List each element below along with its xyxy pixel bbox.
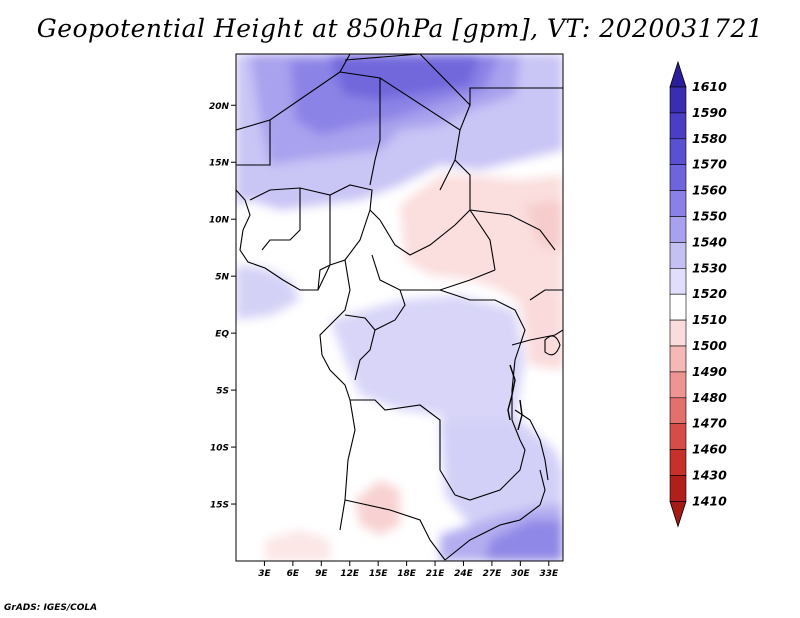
lat-tick-label: 20N	[209, 102, 230, 112]
colorbar-label: 1540	[692, 234, 727, 249]
lat-tick-label: 15S	[210, 501, 229, 511]
colorbar-label: 1550	[692, 209, 727, 224]
colorbar-label: 1410	[692, 493, 727, 508]
lat-tick-label: 10N	[209, 216, 230, 226]
colorbar-segment	[669, 112, 687, 140]
lon-tick-label: 15E	[369, 569, 389, 579]
colorbar-top-arrow	[669, 60, 687, 88]
colorbar-segment	[669, 397, 687, 424]
colorbar-label: 1570	[692, 157, 727, 172]
colorbar-segment	[669, 449, 687, 476]
field-north-1560	[330, 54, 480, 100]
lon-tick-label: 21E	[426, 569, 446, 579]
colorbar-label: 1500	[692, 338, 727, 353]
colorbar-segment	[669, 216, 687, 243]
lon-tick-label: 33E	[539, 569, 559, 579]
colorbar-segment	[669, 86, 687, 114]
colorbar-bottom-arrow	[669, 500, 687, 528]
lon-tick-label: 9E	[315, 569, 328, 579]
latitude-axis: 20N 15N 10N 5N EQ 5S 10S 15S	[209, 102, 236, 511]
lon-tick-label: 30E	[511, 569, 531, 579]
field-northeast-1490	[525, 200, 563, 250]
field-southeast-1530	[440, 420, 563, 525]
colorbar-segment	[669, 319, 687, 347]
lon-tick-label: 27E	[483, 569, 503, 579]
lon-tick-label: 12E	[340, 569, 360, 579]
colorbar-label: 1590	[692, 105, 727, 120]
colorbar-label: 1480	[692, 390, 727, 405]
colorbar-segment	[669, 138, 687, 166]
lon-tick-label: 18E	[397, 569, 417, 579]
colorbar-label: 1470	[692, 416, 727, 431]
map-frame	[235, 53, 564, 562]
field-southwest-1500	[265, 530, 330, 561]
lat-tick-label: EQ	[215, 330, 229, 340]
field-east-1500	[520, 295, 563, 370]
colorbar-label: 1490	[692, 364, 727, 379]
longitude-axis: 3E 6E 9E 12E 15E 18E 21E 24E 27E 30E 33E	[258, 561, 559, 579]
colorbar-segment	[669, 190, 687, 217]
colorbar-label: 1520	[692, 286, 727, 301]
lat-tick-label: 15N	[209, 159, 230, 169]
colorbar-label: 1510	[692, 312, 727, 327]
field-central-1530	[330, 295, 525, 450]
lat-tick-label: 5S	[216, 387, 229, 397]
colorbar: 1610 1590 1580 1570 1560 1550 1540 1530 1520 1510…	[669, 60, 727, 528]
lon-tick-label: 24E	[454, 569, 474, 579]
colorbar-label: 1460	[692, 442, 727, 457]
field-south-1550	[485, 520, 563, 561]
colorbar-label: 1610	[692, 79, 727, 94]
lon-tick-label: 3E	[258, 569, 271, 579]
chart-title: Geopotential Height at 850hPa [gpm], VT:…	[36, 14, 764, 43]
colorbar-label: 1430	[692, 468, 727, 483]
colorbar-segment	[669, 164, 687, 191]
lat-tick-label: 10S	[210, 444, 229, 454]
colorbar-label: 1560	[692, 183, 727, 198]
colorbar-segment	[669, 371, 687, 399]
lon-tick-label: 6E	[287, 569, 300, 579]
colorbar-segment	[669, 267, 687, 295]
colorbar-segment	[669, 345, 687, 373]
colorbar-segment	[669, 475, 687, 502]
field-west-coast	[236, 265, 300, 320]
colorbar-segment	[669, 423, 687, 450]
height-field	[236, 54, 563, 561]
grads-credit: GrADS: IGES/COLA	[4, 603, 98, 613]
field-northeast-1500	[400, 175, 563, 310]
political-boundaries	[236, 54, 563, 561]
colorbar-label: 1530	[692, 260, 727, 275]
colorbar-segment	[669, 293, 687, 321]
colorbar-label: 1580	[692, 131, 727, 146]
colorbar-segment	[669, 242, 687, 269]
lat-tick-label: 5N	[215, 273, 229, 283]
